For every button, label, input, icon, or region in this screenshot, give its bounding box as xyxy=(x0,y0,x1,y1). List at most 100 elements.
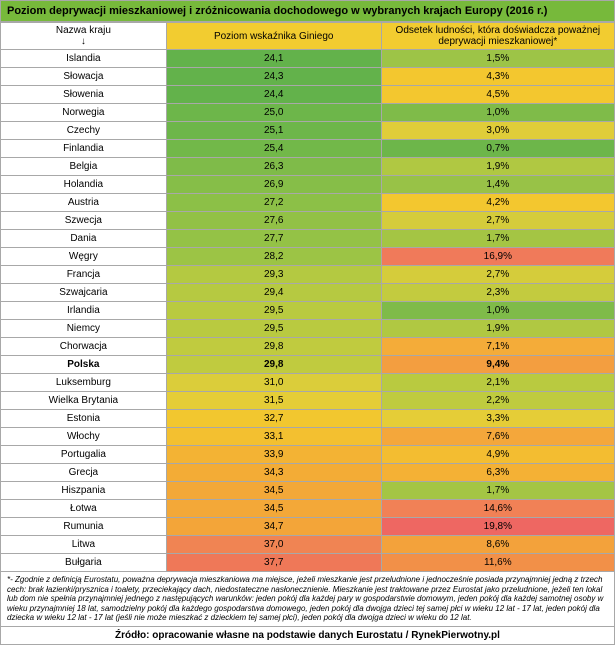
header-gini: Poziom wskaźnika Giniego xyxy=(166,23,381,50)
cell-gini: 34,3 xyxy=(166,464,381,482)
cell-deprivation: 16,9% xyxy=(381,248,614,266)
table-row: Niemcy29,51,9% xyxy=(1,320,615,338)
cell-gini: 34,5 xyxy=(166,500,381,518)
cell-country: Luksemburg xyxy=(1,374,167,392)
cell-deprivation: 1,7% xyxy=(381,230,614,248)
table-row: Grecja34,36,3% xyxy=(1,464,615,482)
cell-gini: 26,9 xyxy=(166,176,381,194)
table-row: Irlandia29,51,0% xyxy=(1,302,615,320)
cell-gini: 37,7 xyxy=(166,554,381,572)
cell-gini: 29,4 xyxy=(166,284,381,302)
table-row: Czechy25,13,0% xyxy=(1,122,615,140)
cell-deprivation: 2,1% xyxy=(381,374,614,392)
table-row: Chorwacja29,87,1% xyxy=(1,338,615,356)
table-row: Holandia26,91,4% xyxy=(1,176,615,194)
cell-country: Węgry xyxy=(1,248,167,266)
cell-country: Szwajcaria xyxy=(1,284,167,302)
cell-deprivation: 4,3% xyxy=(381,68,614,86)
table-row: Norwegia25,01,0% xyxy=(1,104,615,122)
cell-country: Dania xyxy=(1,230,167,248)
cell-deprivation: 1,4% xyxy=(381,176,614,194)
cell-country: Hiszpania xyxy=(1,482,167,500)
cell-country: Wielka Brytania xyxy=(1,392,167,410)
cell-country: Grecja xyxy=(1,464,167,482)
table-row: Rumunia34,719,8% xyxy=(1,518,615,536)
cell-deprivation: 4,9% xyxy=(381,446,614,464)
cell-gini: 24,1 xyxy=(166,50,381,68)
cell-gini: 29,5 xyxy=(166,320,381,338)
cell-gini: 29,5 xyxy=(166,302,381,320)
cell-deprivation: 1,7% xyxy=(381,482,614,500)
table-row: Szwajcaria29,42,3% xyxy=(1,284,615,302)
table-row: Słowenia24,44,5% xyxy=(1,86,615,104)
cell-deprivation: 1,9% xyxy=(381,320,614,338)
cell-deprivation: 2,7% xyxy=(381,212,614,230)
cell-country: Portugalia xyxy=(1,446,167,464)
cell-gini: 25,0 xyxy=(166,104,381,122)
cell-gini: 24,3 xyxy=(166,68,381,86)
cell-gini: 27,2 xyxy=(166,194,381,212)
cell-country: Włochy xyxy=(1,428,167,446)
cell-country: Polska xyxy=(1,356,167,374)
cell-gini: 31,0 xyxy=(166,374,381,392)
cell-gini: 29,8 xyxy=(166,356,381,374)
cell-deprivation: 7,6% xyxy=(381,428,614,446)
cell-gini: 29,8 xyxy=(166,338,381,356)
data-table: Nazwa kraju↓ Poziom wskaźnika Giniego Od… xyxy=(0,22,615,572)
table-row: Litwa37,08,6% xyxy=(1,536,615,554)
table-row: Luksemburg31,02,1% xyxy=(1,374,615,392)
table-row: Estonia32,73,3% xyxy=(1,410,615,428)
cell-deprivation: 14,6% xyxy=(381,500,614,518)
table-row: Łotwa34,514,6% xyxy=(1,500,615,518)
cell-gini: 31,5 xyxy=(166,392,381,410)
table-body: Islandia24,11,5%Słowacja24,34,3%Słowenia… xyxy=(1,50,615,572)
cell-country: Szwecja xyxy=(1,212,167,230)
cell-gini: 34,7 xyxy=(166,518,381,536)
table-row: Bułgaria37,711,6% xyxy=(1,554,615,572)
header-deprivation: Odsetek ludności, która doświadcza poważ… xyxy=(381,23,614,50)
header-row: Nazwa kraju↓ Poziom wskaźnika Giniego Od… xyxy=(1,23,615,50)
cell-deprivation: 19,8% xyxy=(381,518,614,536)
table-row: Polska29,89,4% xyxy=(1,356,615,374)
cell-deprivation: 1,0% xyxy=(381,104,614,122)
footnote: *- Zgodnie z definicją Eurostatu, poważn… xyxy=(0,572,615,627)
cell-country: Holandia xyxy=(1,176,167,194)
cell-gini: 33,1 xyxy=(166,428,381,446)
cell-country: Chorwacja xyxy=(1,338,167,356)
table-row: Dania27,71,7% xyxy=(1,230,615,248)
table-title: Poziom deprywacji mieszkaniowej i zróżni… xyxy=(0,0,615,22)
cell-deprivation: 1,9% xyxy=(381,158,614,176)
cell-country: Słowacja xyxy=(1,68,167,86)
cell-country: Bułgaria xyxy=(1,554,167,572)
cell-country: Słowenia xyxy=(1,86,167,104)
cell-deprivation: 9,4% xyxy=(381,356,614,374)
cell-gini: 34,5 xyxy=(166,482,381,500)
cell-country: Niemcy xyxy=(1,320,167,338)
cell-deprivation: 11,6% xyxy=(381,554,614,572)
cell-deprivation: 6,3% xyxy=(381,464,614,482)
cell-gini: 28,2 xyxy=(166,248,381,266)
cell-deprivation: 8,6% xyxy=(381,536,614,554)
cell-country: Rumunia xyxy=(1,518,167,536)
cell-country: Łotwa xyxy=(1,500,167,518)
cell-gini: 37,0 xyxy=(166,536,381,554)
table-row: Szwecja27,62,7% xyxy=(1,212,615,230)
cell-gini: 32,7 xyxy=(166,410,381,428)
header-country: Nazwa kraju↓ xyxy=(1,23,167,50)
cell-gini: 29,3 xyxy=(166,266,381,284)
table-row: Finlandia25,40,7% xyxy=(1,140,615,158)
cell-gini: 25,4 xyxy=(166,140,381,158)
table-row: Belgia26,31,9% xyxy=(1,158,615,176)
cell-gini: 33,9 xyxy=(166,446,381,464)
table-row: Słowacja24,34,3% xyxy=(1,68,615,86)
cell-deprivation: 0,7% xyxy=(381,140,614,158)
table-row: Austria27,24,2% xyxy=(1,194,615,212)
cell-deprivation: 1,0% xyxy=(381,302,614,320)
cell-deprivation: 2,2% xyxy=(381,392,614,410)
table-container: Poziom deprywacji mieszkaniowej i zróżni… xyxy=(0,0,615,645)
cell-deprivation: 2,3% xyxy=(381,284,614,302)
cell-gini: 27,7 xyxy=(166,230,381,248)
cell-gini: 26,3 xyxy=(166,158,381,176)
cell-country: Czechy xyxy=(1,122,167,140)
cell-country: Irlandia xyxy=(1,302,167,320)
